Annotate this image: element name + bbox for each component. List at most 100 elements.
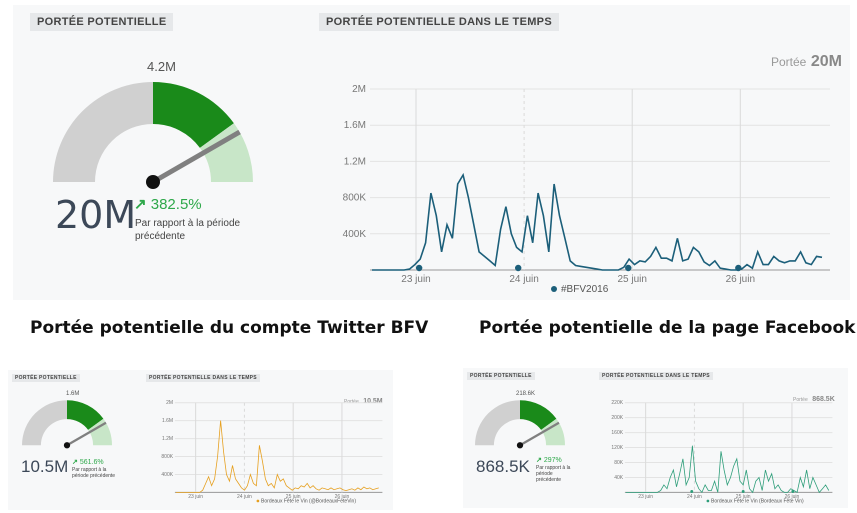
- x-tick-label: 24 juin: [509, 274, 538, 285]
- twitter-gauge: [22, 400, 112, 449]
- y-tick-label: 800K: [161, 454, 173, 460]
- legend-swatch: [256, 499, 260, 503]
- series-marker: [741, 490, 745, 493]
- gauge-track-segment: [475, 400, 520, 446]
- x-tick-label: 23 juin: [401, 274, 430, 285]
- series-marker: [515, 264, 522, 272]
- x-tick-label: 25 juin: [736, 494, 751, 500]
- y-tick-label: 2M: [166, 400, 173, 406]
- x-tick-label: 26 juin: [785, 494, 800, 500]
- reach-tag: PORTÉE POTENTIELLE: [30, 13, 174, 31]
- twitter-line-chart: 400K 800K 1.2M 1.6M 2M 23 juin 24 juin 25 juin 2…: [161, 400, 383, 504]
- x-tick-label: 24 juin: [237, 494, 252, 500]
- gauge-needle: [151, 129, 241, 185]
- total-reach-value: 20M: [55, 193, 137, 237]
- series-line: [625, 445, 830, 494]
- gauge-value-segment: [153, 82, 234, 148]
- twitter-reach-total-value: 10.5M: [363, 398, 383, 405]
- twitter-reach-label: Portée: [344, 399, 359, 405]
- comparison-text: Par rapport à la période précédente: [135, 218, 241, 242]
- legend-label: Bordeaux Fête le Vin (Bordeaux Fête Vin): [711, 498, 804, 504]
- twitter-change-value: 561.6%: [79, 459, 104, 466]
- y-tick-label: 1.6M: [162, 418, 173, 424]
- gauge-remaining-segment: [88, 418, 112, 446]
- twitter-reach-tag: PORTÉE POTENTIELLE: [12, 374, 80, 382]
- facebook-reach-label: Portée: [793, 397, 808, 403]
- twitter-change-badge: ↗ 561.6%: [72, 458, 104, 466]
- y-tick-label: 1.2M: [344, 156, 366, 167]
- gauge-needle: [519, 421, 560, 447]
- y-tick-label: 800K: [343, 193, 367, 204]
- gauge-pivot: [63, 442, 71, 449]
- change-badge: ↗ 382.5%: [134, 195, 202, 213]
- facebook-line-chart: 40K 80K 120K 160K 200K 220K 23 juin 24 juin 25 j…: [611, 400, 833, 504]
- y-tick-label: 40K: [614, 475, 624, 481]
- twitter-reach-total: Portée 10.5M: [344, 390, 383, 408]
- facebook-gauge: [475, 400, 565, 449]
- facebook-caption: Portée potentielle de la page Facebook B…: [479, 318, 857, 338]
- twitter-comparison-text: Par rapport à la période précédente: [72, 467, 116, 479]
- x-tick-label: 25 juin: [286, 494, 301, 500]
- facebook-arrow-up-right-icon: ↗: [536, 457, 542, 464]
- x-tick-label: 23 juin: [188, 494, 203, 500]
- legend-swatch: [706, 499, 710, 503]
- series-marker: [690, 490, 694, 493]
- gauge-value-segment: [520, 400, 557, 430]
- series-line: [175, 420, 379, 493]
- facebook-gauge-target: 218.6K: [516, 391, 536, 397]
- facebook-change-badge: ↗ 297%: [536, 456, 562, 464]
- series-marker: [415, 264, 423, 272]
- change-value: 382.5%: [150, 196, 202, 213]
- series-line: [372, 172, 823, 271]
- gauge-track-segment: [22, 400, 67, 446]
- reach-line-chart: 400K 800K 1.2M 1.6M 2M 23 juin 24 juin 25 juin 2…: [343, 84, 830, 295]
- y-tick-label: 1.2M: [162, 436, 173, 442]
- facebook-change-value: 297%: [543, 457, 562, 464]
- y-tick-label: 1.6M: [344, 120, 366, 131]
- y-tick-label: 220K: [611, 400, 623, 406]
- gauge-value-segment: [67, 400, 104, 430]
- gauge-pivot: [516, 442, 524, 449]
- x-tick-label: 26 juin: [335, 494, 350, 500]
- y-tick-label: 400K: [161, 472, 173, 478]
- gauge-needle: [66, 421, 107, 447]
- legend-label: Bordeaux Fête le Vin (@BordeauxFeteVin): [261, 498, 356, 504]
- legend-label: #BFV2016: [561, 284, 609, 295]
- facebook-comparison-text: Par rapport à la période précédente: [536, 465, 571, 483]
- x-tick-label: 23 juin: [638, 494, 653, 500]
- x-tick-label: 26 juin: [726, 274, 755, 285]
- facebook-reach-total-value: 868.5K: [812, 396, 835, 403]
- gauge-remaining-segment: [541, 418, 565, 446]
- facebook-reach-tag: PORTÉE POTENTIELLE: [467, 372, 535, 380]
- gauge-target-label: 4.2M: [147, 59, 176, 74]
- series-marker: [735, 264, 742, 272]
- gauge-pivot: [146, 175, 160, 189]
- twitter-caption: Portée potentielle du compte Twitter BFV: [30, 318, 429, 338]
- gauge-track-segment: [53, 82, 153, 182]
- series-marker: [625, 264, 632, 272]
- facebook-total-reach: 868.5K: [476, 457, 530, 476]
- reach-gauge: [53, 82, 253, 189]
- facebook-reach-total: Portée 868.5K: [793, 388, 835, 406]
- gauge-remaining-segment: [199, 123, 253, 182]
- twitter-time-tag: PORTÉE POTENTIELLE DANS LE TEMPS: [146, 374, 260, 382]
- y-tick-label: 2M: [352, 84, 366, 95]
- reach-over-time-tag: PORTÉE POTENTIELLE DANS LE TEMPS: [319, 13, 559, 31]
- series-marker: [791, 490, 795, 493]
- reach-label: Portée: [771, 55, 807, 69]
- twitter-total-reach: 10.5M: [21, 457, 69, 476]
- reach-total-value: 20M: [810, 53, 842, 70]
- twitter-dashboard: PORTÉE POTENTIELLE PORTÉE POTENTIELLE DA…: [8, 370, 393, 510]
- y-tick-label: 120K: [611, 445, 623, 451]
- y-tick-label: 400K: [343, 229, 367, 240]
- legend-swatch: [551, 286, 557, 292]
- twitter-arrow-up-right-icon: ↗: [72, 459, 78, 466]
- x-tick-label: 24 juin: [687, 494, 702, 500]
- y-tick-label: 200K: [611, 415, 623, 421]
- y-tick-label: 80K: [614, 460, 624, 466]
- facebook-dashboard: PORTÉE POTENTIELLE PORTÉE POTENTIELLE DA…: [463, 368, 848, 508]
- y-tick-label: 160K: [611, 430, 623, 436]
- facebook-time-tag: PORTÉE POTENTIELLE DANS LE TEMPS: [599, 372, 713, 380]
- x-tick-label: 25 juin: [617, 274, 646, 285]
- twitter-gauge-target: 1.6M: [66, 391, 80, 397]
